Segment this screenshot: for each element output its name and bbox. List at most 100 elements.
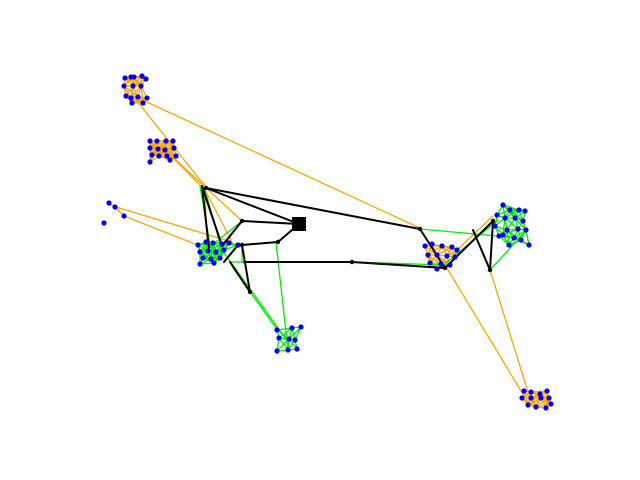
nodes	[101, 73, 554, 411]
graph-node	[427, 260, 433, 266]
graph-node	[130, 83, 136, 89]
junction-node	[349, 259, 355, 265]
graph-node	[439, 243, 445, 249]
central-hub-node	[292, 217, 306, 231]
graph-node	[147, 145, 153, 151]
orange-edge	[115, 206, 233, 243]
black-edge	[241, 241, 279, 246]
orange-edge	[489, 269, 529, 393]
black-edge	[201, 185, 223, 247]
black-edge	[444, 220, 494, 269]
graph-node	[106, 200, 112, 206]
green-edge	[275, 241, 289, 351]
graph-node	[521, 388, 527, 394]
graph-node	[500, 202, 506, 208]
graph-node	[154, 138, 160, 144]
graph-node	[163, 138, 169, 144]
graph-node	[422, 243, 428, 249]
black-edge	[221, 220, 243, 247]
black-edge	[201, 185, 210, 249]
junction-node	[239, 242, 245, 248]
black-edge	[489, 220, 494, 271]
graph-node	[135, 94, 141, 100]
orange-edge	[169, 154, 206, 191]
graph-node	[522, 208, 528, 214]
graph-node	[504, 227, 510, 233]
graph-node	[519, 395, 525, 401]
graph-node	[274, 327, 280, 333]
cluster-edge	[207, 243, 223, 252]
graph-node	[173, 153, 179, 159]
cluster-edge	[149, 140, 167, 149]
graph-node	[195, 242, 201, 248]
graph-node	[122, 75, 128, 81]
graph-node	[515, 226, 521, 232]
cluster-edge	[199, 242, 214, 253]
graph-node	[197, 249, 203, 255]
cluster-edge	[441, 245, 456, 258]
junction-node	[275, 239, 281, 245]
graph-node	[548, 401, 554, 407]
graph-node	[543, 405, 549, 411]
graph-node	[217, 255, 223, 261]
graph-node	[518, 237, 524, 243]
graph-node	[533, 404, 539, 410]
graph-node	[496, 233, 502, 239]
orange-edge	[444, 264, 525, 397]
graph-node	[121, 83, 127, 89]
junction-node	[417, 226, 423, 232]
green-edges	[197, 185, 530, 352]
graph-node	[226, 240, 232, 246]
graph-node	[171, 145, 177, 151]
graph-node	[506, 242, 512, 248]
graph-node	[507, 207, 513, 213]
graph-node	[285, 347, 291, 353]
junction-node	[203, 185, 209, 191]
graph-node	[434, 266, 440, 272]
graph-node	[526, 242, 532, 248]
graph-node	[121, 213, 127, 219]
orange-edge	[137, 97, 423, 230]
black-edge	[223, 244, 239, 263]
graph-node	[213, 249, 219, 255]
graph-node	[512, 215, 518, 221]
graph-node	[131, 74, 137, 80]
cluster-edge	[288, 326, 302, 340]
junction-node	[239, 218, 245, 224]
graph-node	[502, 215, 508, 221]
cluster-edge	[131, 97, 148, 104]
cluster-edge	[427, 254, 442, 265]
graph-node	[147, 138, 153, 144]
cluster-edge	[502, 228, 519, 236]
graph-node	[523, 227, 529, 233]
graph-node	[112, 204, 118, 210]
black-edge	[205, 187, 300, 225]
graph-node	[438, 261, 444, 267]
black-edge	[472, 229, 491, 271]
graph-node	[219, 241, 225, 247]
graph-node	[140, 100, 146, 106]
black-edge	[351, 261, 446, 269]
graph-node	[101, 220, 107, 226]
graph-node	[425, 252, 431, 258]
graph-node	[210, 240, 216, 246]
graph-node	[139, 73, 145, 79]
graph-node	[197, 261, 203, 267]
graph-node	[444, 253, 450, 259]
graph-node	[528, 395, 534, 401]
graph-node	[434, 252, 440, 258]
graph-node	[500, 232, 506, 238]
cluster-edge	[535, 397, 550, 408]
cluster-edge	[427, 245, 443, 256]
cluster-edge	[123, 85, 139, 98]
graph-node	[144, 95, 150, 101]
graph-node	[129, 100, 135, 106]
graph-node	[447, 262, 453, 268]
graph-node	[544, 388, 550, 394]
graph-node	[294, 346, 300, 352]
graph-node	[528, 389, 534, 395]
cluster-edge	[436, 246, 453, 256]
graph-node	[492, 223, 498, 229]
graph-node	[520, 218, 526, 224]
